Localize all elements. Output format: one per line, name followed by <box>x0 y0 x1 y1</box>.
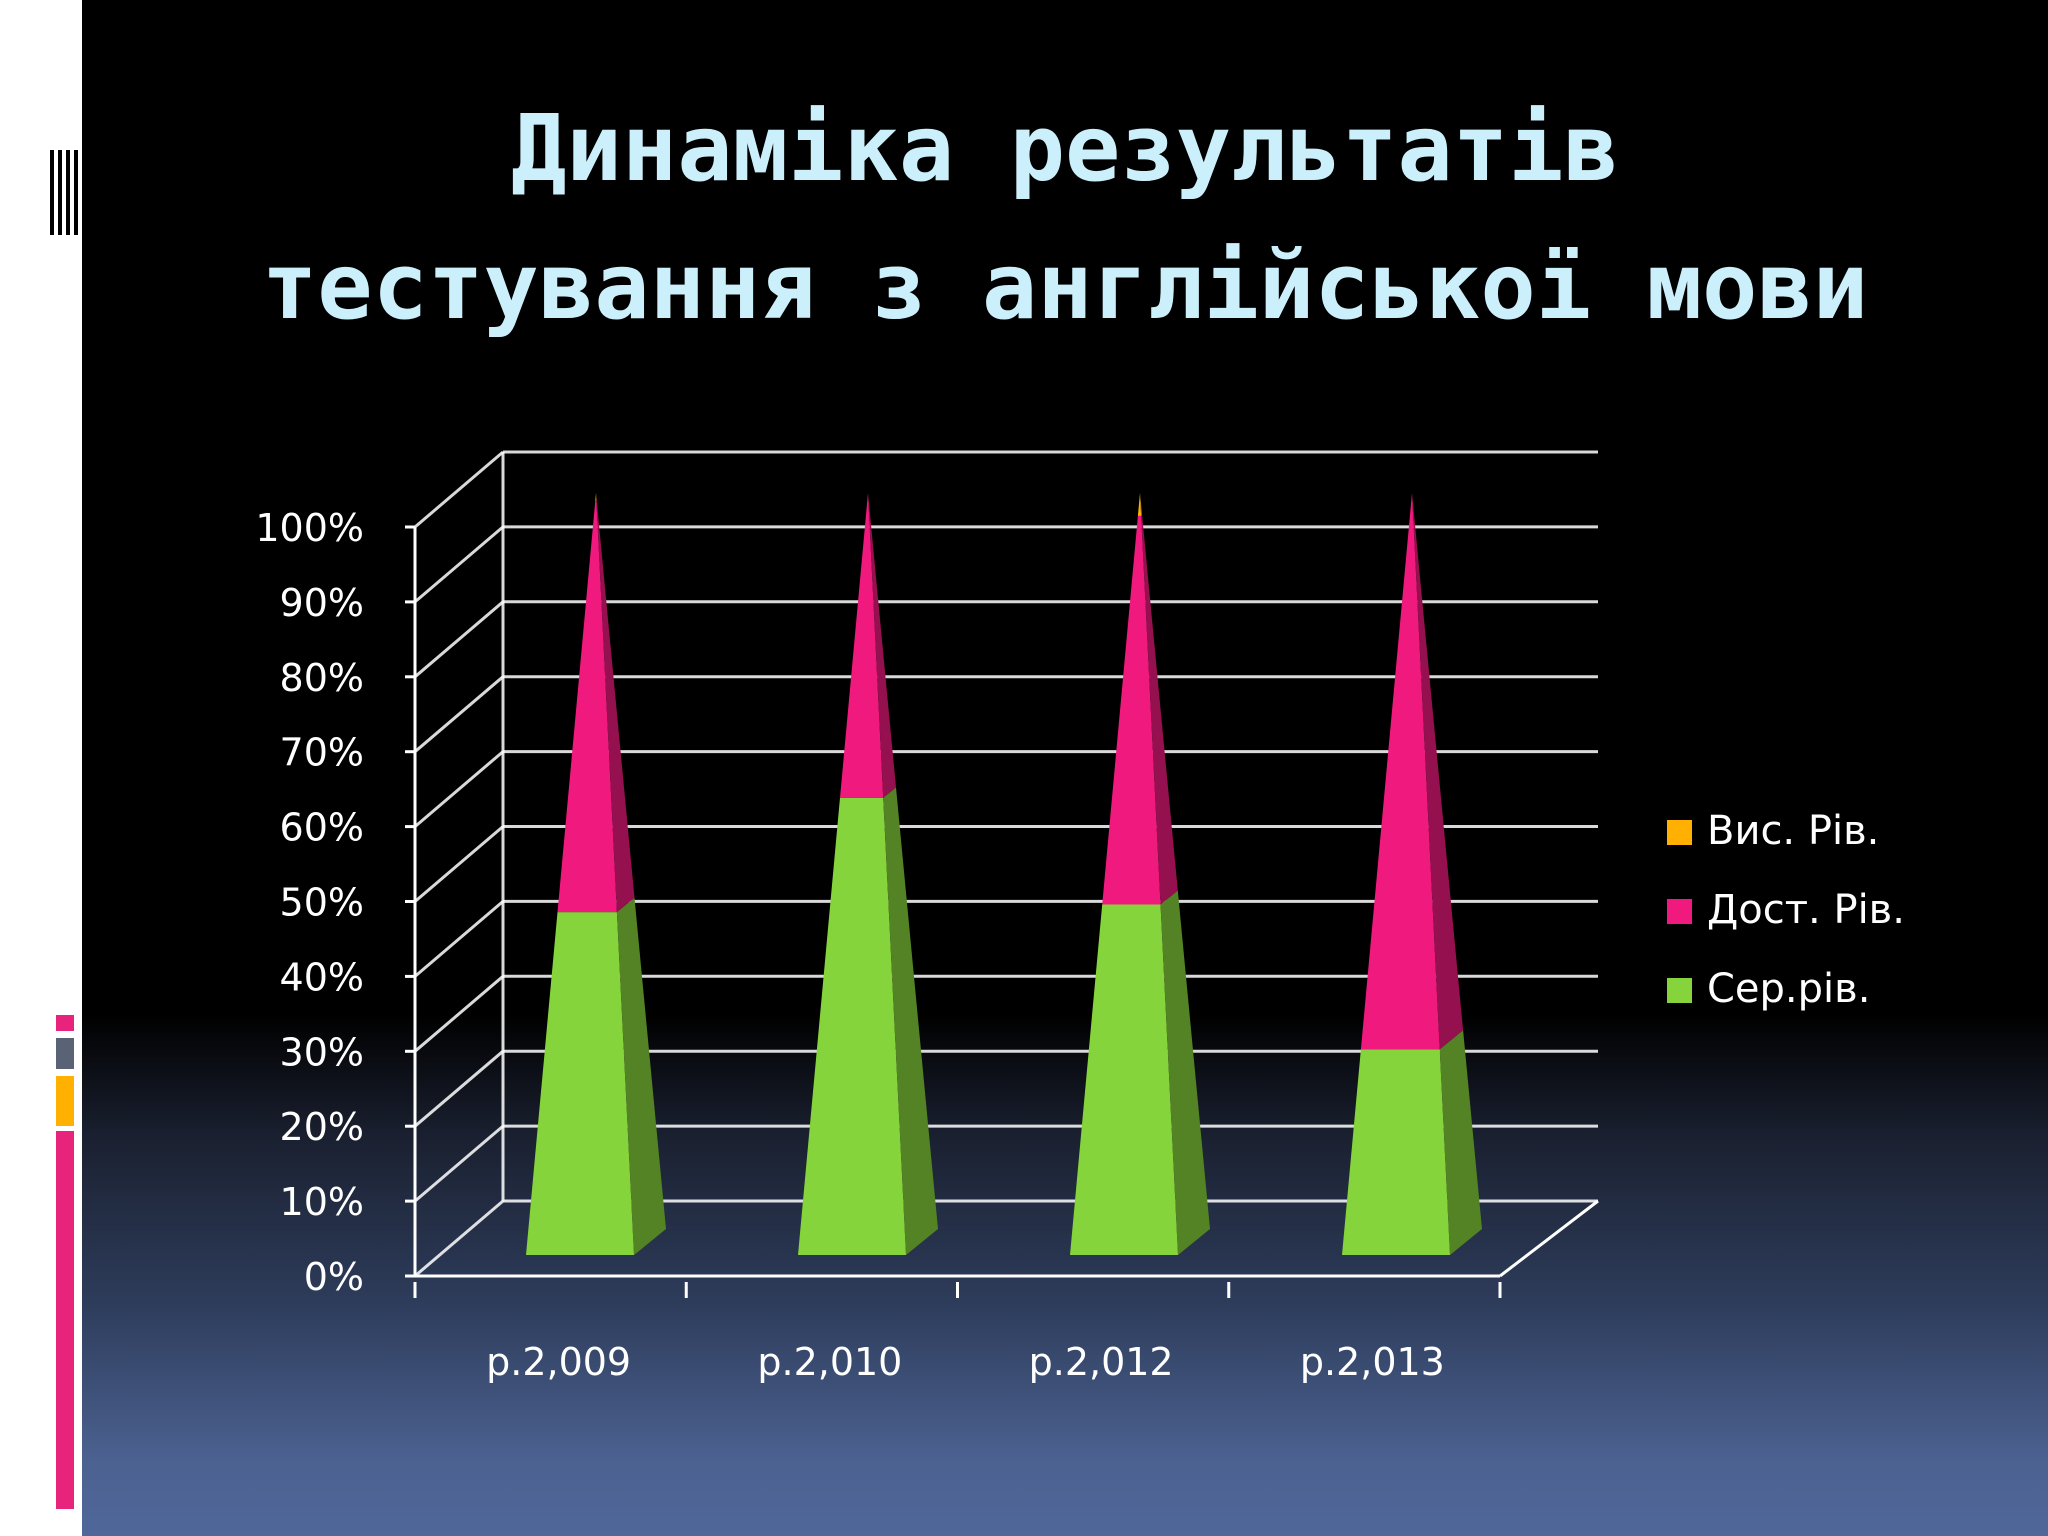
pyramid-segment-side <box>883 787 938 1255</box>
pyramid-segment-front <box>1102 515 1161 905</box>
legend-swatch <box>1667 978 1692 1003</box>
title-line-2: тестування з англійської мови <box>261 233 1869 340</box>
pyramid-segment-side <box>1160 890 1210 1255</box>
stripe-gray <box>56 1038 74 1069</box>
stripe-black-4 <box>74 150 78 235</box>
pyramid-segment-side <box>868 493 896 798</box>
side-gridline <box>414 1124 504 1203</box>
pyramid-segment-front <box>1360 493 1440 1050</box>
y-tick-label: 80% <box>280 656 364 700</box>
x-tick-label: р.2,009 <box>486 1340 631 1384</box>
y-tick-label: 90% <box>280 581 364 625</box>
pyramid-segment-front <box>840 493 884 798</box>
y-tick-label: 40% <box>280 955 364 999</box>
pyramid-segment-side <box>1141 515 1178 905</box>
y-tick-label: 30% <box>280 1030 364 1074</box>
stripe-black-2 <box>58 150 62 235</box>
pyramid-segment-front <box>1342 1049 1450 1255</box>
pyramid-segment-front <box>1137 493 1142 516</box>
pyramid-segment-side <box>1412 493 1464 1050</box>
pyramid-segment-side <box>596 500 635 913</box>
legend-label: Вис. Рів. <box>1707 808 1879 854</box>
legend-label: Дост. Рів. <box>1707 887 1905 933</box>
x-tick-label: р.2,010 <box>757 1340 902 1384</box>
stripe-pink-long <box>56 1131 74 1509</box>
pyramid-segment-front <box>595 493 597 501</box>
title-line-1: Динаміка результатів <box>511 95 1619 202</box>
side-gridline <box>414 900 504 978</box>
pyramid-segment-front <box>526 912 634 1255</box>
legend-swatch <box>1667 820 1692 845</box>
y-tick-label: 60% <box>280 806 364 850</box>
side-gridline <box>414 825 504 903</box>
side-gridline <box>414 600 504 678</box>
side-gridline <box>414 975 504 1053</box>
y-tick-label: 0% <box>304 1255 364 1299</box>
y-tick-label: 10% <box>280 1180 364 1224</box>
slide-background <box>82 0 2048 1536</box>
side-gridline <box>414 750 504 828</box>
slide-title: Динаміка результатів тестування з англій… <box>82 80 2048 356</box>
pyramid-segment-front <box>1070 904 1178 1255</box>
pyramid-segment-front <box>798 797 906 1255</box>
side-gridline <box>414 675 504 753</box>
pyramid-segment-side <box>1439 1030 1482 1255</box>
y-tick-label: 50% <box>280 881 364 925</box>
legend-label: Сер.рів. <box>1707 966 1870 1012</box>
legend-swatch <box>1667 899 1692 924</box>
stripe-black-1 <box>50 150 54 235</box>
decorative-stripes <box>50 150 78 1509</box>
x-tick-label: р.2,013 <box>1300 1340 1445 1384</box>
x-tick-label: р.2,012 <box>1029 1340 1174 1384</box>
side-gridline <box>414 1050 504 1128</box>
side-gridline <box>414 525 504 604</box>
stripe-orange <box>56 1076 74 1126</box>
side-gridline <box>414 1199 504 1278</box>
side-gridline <box>414 450 504 529</box>
pyramid-segment-side <box>1140 493 1143 516</box>
floor-right-edge <box>1499 1199 1599 1278</box>
y-tick-label: 70% <box>280 731 364 775</box>
pyramid-segment-side <box>596 493 597 501</box>
stripe-black-3 <box>66 150 70 235</box>
stripe-pink-small <box>56 1015 74 1031</box>
y-tick-label: 20% <box>280 1105 364 1149</box>
pyramid-segment-front <box>557 500 617 913</box>
y-tick-label: 100% <box>255 506 364 550</box>
pyramid-segment-side <box>616 897 666 1255</box>
